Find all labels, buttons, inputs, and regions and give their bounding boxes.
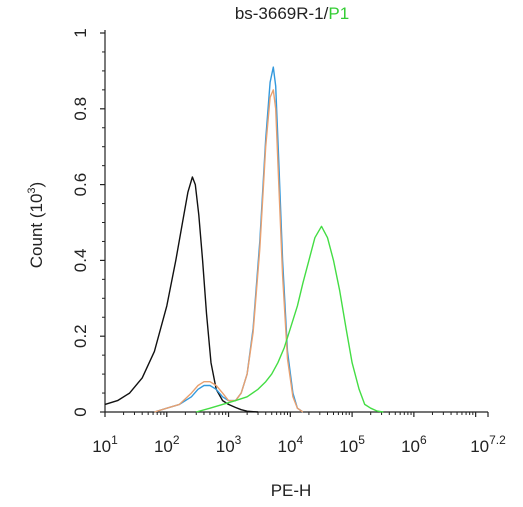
x-tick-label: 102 bbox=[154, 433, 180, 456]
y-tick-label: 0.4 bbox=[71, 249, 90, 273]
y-axis-title-base: Count (10 bbox=[27, 194, 46, 269]
x-tick-base: 10 bbox=[401, 437, 420, 456]
x-tick-base: 10 bbox=[470, 437, 489, 456]
x-tick-label: 107.2 bbox=[470, 433, 506, 456]
series-layer bbox=[104, 66, 384, 413]
x-tick-base: 10 bbox=[92, 437, 111, 456]
chart-title-gate: P1 bbox=[328, 4, 349, 23]
x-tick-label: 104 bbox=[278, 433, 304, 456]
x-tick-exp: 4 bbox=[296, 433, 303, 447]
x-tick-label: 101 bbox=[92, 433, 118, 456]
x-tick-exp: 2 bbox=[173, 433, 180, 447]
x-tick-label: 105 bbox=[339, 433, 365, 456]
x-tick-exp: 7.2 bbox=[489, 433, 506, 447]
x-tick-exp: 1 bbox=[111, 433, 118, 447]
x-tick-label: 106 bbox=[401, 433, 427, 456]
axes bbox=[100, 30, 489, 417]
x-tick-base: 10 bbox=[278, 437, 297, 456]
y-axis-title: Count (103) bbox=[26, 182, 46, 268]
chart-title: bs-3669R-1/P1 bbox=[235, 4, 349, 23]
y-tick-label: 0.6 bbox=[71, 173, 90, 197]
y-tick-label: 1 bbox=[71, 28, 90, 37]
x-tick-base: 10 bbox=[154, 437, 173, 456]
y-axis-title-exp: 3 bbox=[26, 187, 38, 193]
x-tick-base: 10 bbox=[216, 437, 235, 456]
histogram-series-1 bbox=[104, 176, 259, 413]
x-tick-exp: 6 bbox=[420, 433, 427, 447]
x-tick-base: 10 bbox=[339, 437, 358, 456]
y-tick-label: 0 bbox=[71, 407, 90, 416]
histogram-series-4 bbox=[196, 225, 384, 413]
y-tick-label: 0.2 bbox=[71, 324, 90, 348]
y-tick-label: 0.8 bbox=[71, 97, 90, 121]
x-tick-label: 103 bbox=[216, 433, 242, 456]
histogram-series-3 bbox=[154, 89, 304, 413]
x-tick-exp: 3 bbox=[235, 433, 242, 447]
chart-title-sample: bs-3669R-1/ bbox=[235, 4, 329, 23]
x-tick-exp: 5 bbox=[358, 433, 365, 447]
x-axis-title: PE-H bbox=[271, 481, 312, 500]
y-axis-title-suffix: ) bbox=[27, 182, 46, 188]
